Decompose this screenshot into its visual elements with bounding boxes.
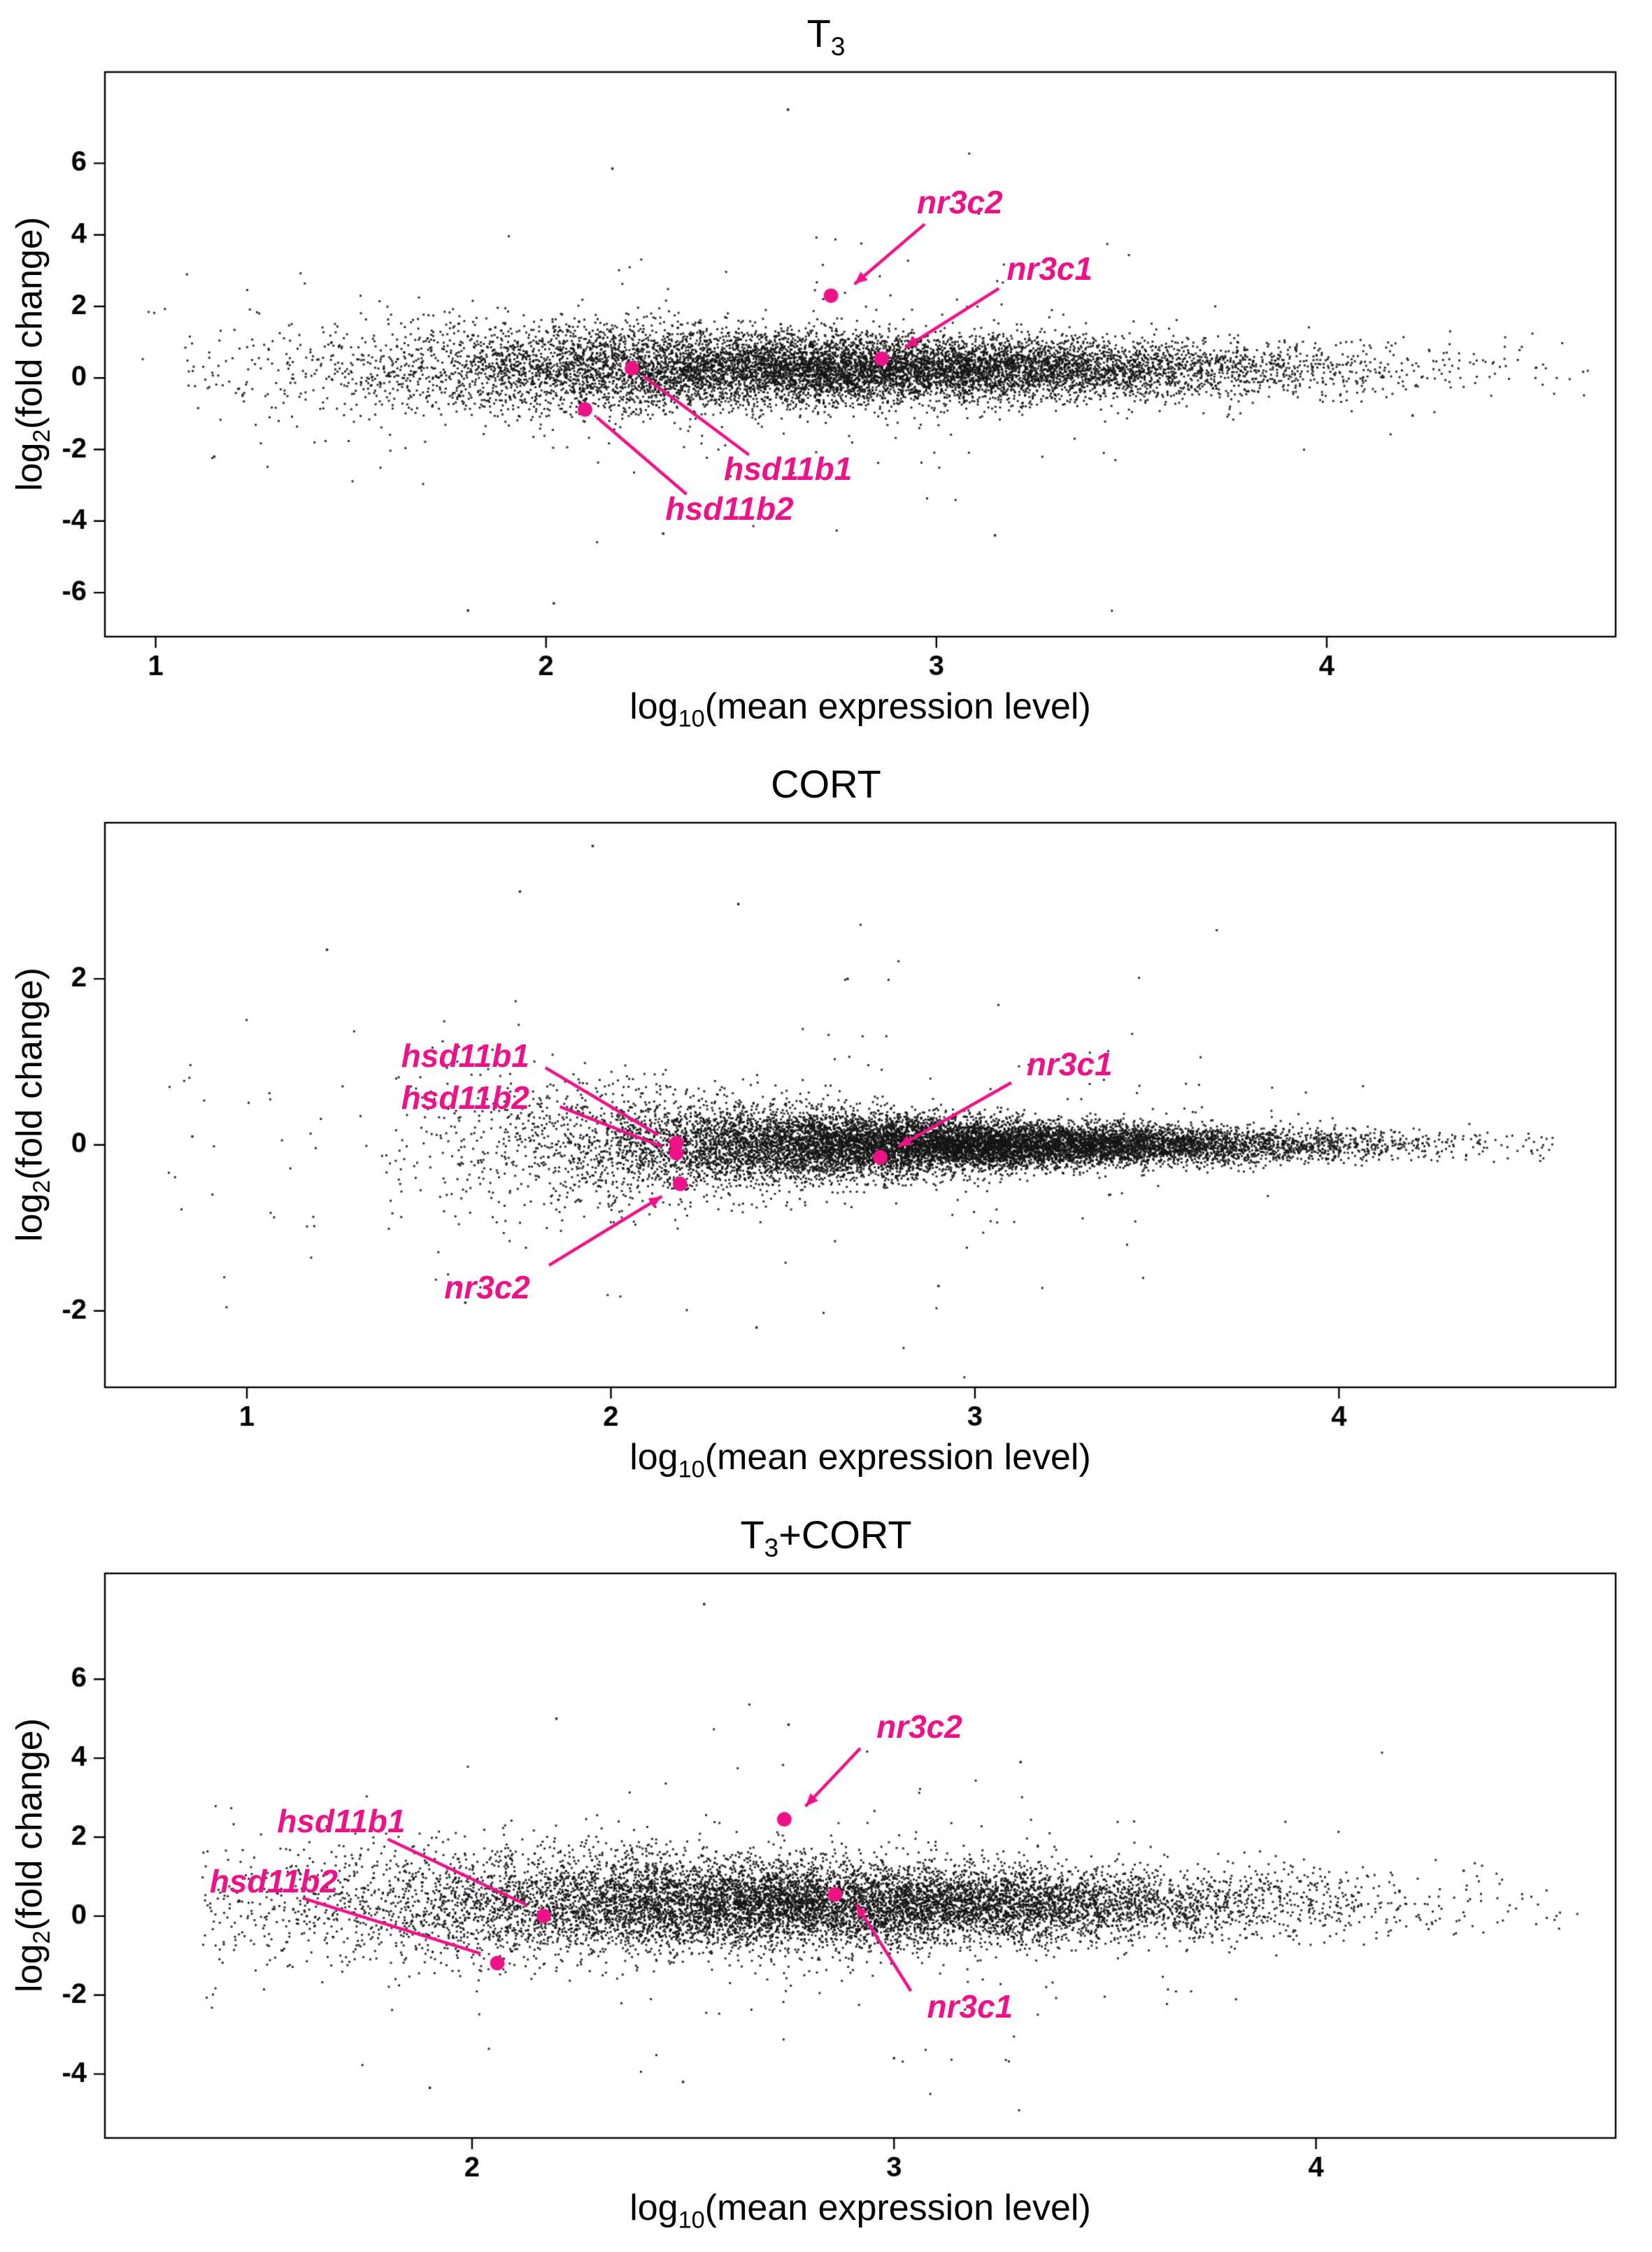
gene-label-hsd11b2: hsd11b2: [401, 1079, 529, 1116]
chart-title-t3: T3: [0, 11, 1652, 62]
gene-label-hsd11b1: hsd11b1: [724, 451, 853, 488]
scatter-canvas-t3: [0, 62, 1652, 695]
gene-label-nr3c2: nr3c2: [444, 1269, 530, 1306]
gene-label-hsd11b2: hsd11b2: [209, 1862, 338, 1899]
title-text: T: [740, 1513, 764, 1557]
chart-title-t3-cort: T3+CORT: [0, 1513, 1652, 1564]
gene-label-nr3c2: nr3c2: [876, 1708, 962, 1745]
y-axis-label: log2(fold change): [9, 1718, 55, 1992]
chart-title-cort: CORT: [0, 762, 1652, 813]
title-text: T: [806, 11, 831, 55]
title-subscript: 3: [830, 32, 846, 62]
gene-label-nr3c1: nr3c1: [1026, 1046, 1113, 1083]
scatter-canvas-cort: [0, 812, 1652, 1446]
y-axis-label: log2(fold change): [9, 967, 55, 1242]
plot-area-cort: log2(fold change) hsd11b1 hsd11b2 nr3c1 …: [0, 812, 1652, 1446]
title-text: CORT: [771, 762, 881, 807]
gene-label-hsd11b1: hsd11b1: [401, 1038, 529, 1075]
gene-label-hsd11b1: hsd11b1: [277, 1803, 406, 1840]
chart-cort: CORT log2(fold change) hsd11b1 hsd11b2 n…: [0, 751, 1652, 1483]
chart-t3-cort: T3+CORT log2(fold change) nr3c2 hsd11b1 …: [0, 1501, 1652, 2234]
plot-area-t3: log2(fold change) nr3c2 nr3c1 hsd11b1 hs…: [0, 62, 1652, 695]
title-subscript: 3: [764, 1534, 779, 1563]
gene-label-nr3c1: nr3c1: [1006, 250, 1093, 287]
plot-area-t3-cort: log2(fold change) nr3c2 hsd11b1 hsd11b2 …: [0, 1563, 1652, 2197]
chart-t3: T3 log2(fold change) nr3c2 nr3c1 hsd11b1…: [0, 0, 1652, 732]
gene-label-nr3c2: nr3c2: [916, 184, 1003, 221]
gene-label-hsd11b2: hsd11b2: [665, 490, 794, 527]
scatter-canvas-t3-cort: [0, 1563, 1652, 2197]
y-axis-label: log2(fold change): [9, 216, 55, 491]
title-suffix: +CORT: [778, 1513, 912, 1557]
gene-label-nr3c1: nr3c1: [927, 1988, 1013, 2025]
